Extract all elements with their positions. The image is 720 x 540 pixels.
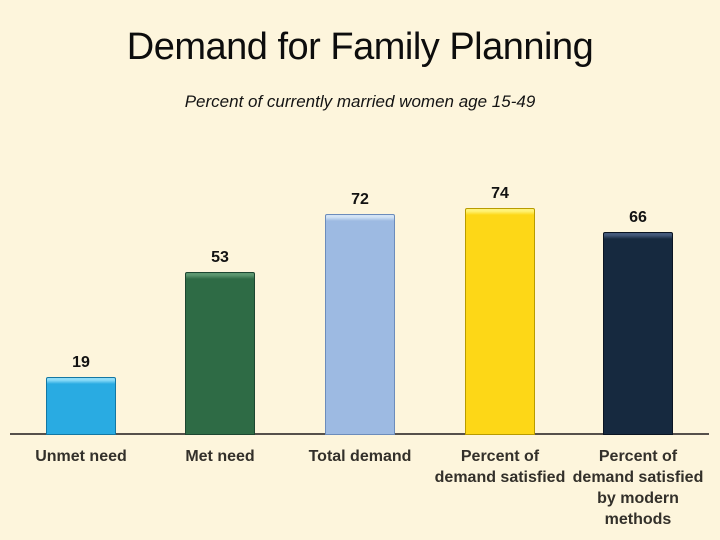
category-label-met-need: Met need [185,448,255,465]
bar-met-need [185,272,255,435]
category-label-percent-satisfied-modern-methods: Percent of demand satisfied by modern me… [572,448,704,528]
chart-title: Demand for Family Planning [126,26,594,68]
bar-value-label-met-need: 53 [211,249,229,266]
bar-unmet-need [46,377,116,435]
bar-value-label-total-demand: 72 [351,191,369,208]
bar-value-label-unmet-need: 19 [72,354,90,371]
chart-subtitle: Percent of currently married women age 1… [184,92,536,111]
bar-value-label-percent-satisfied-modern-methods: 66 [629,209,647,226]
bar-percent-of-demand-satisfied [465,208,535,435]
category-label-total-demand: Total demand [308,448,412,465]
category-label-percent-of-demand-satisfied: Percent of demand satisfied [434,448,566,486]
bar-value-label-percent-of-demand-satisfied: 74 [491,185,509,202]
category-label-unmet-need: Unmet need [35,448,127,465]
bar-total-demand [325,214,395,435]
bar-percent-satisfied-modern-methods [603,232,673,435]
